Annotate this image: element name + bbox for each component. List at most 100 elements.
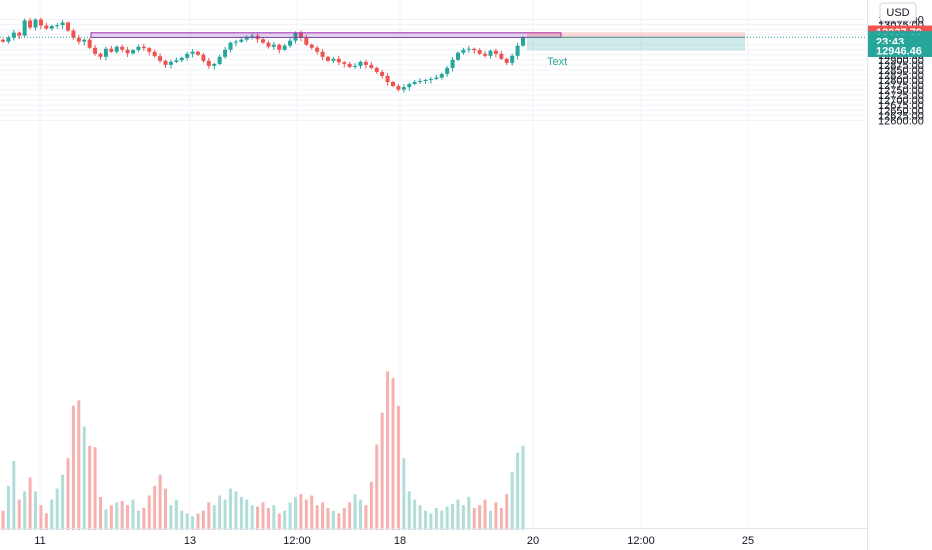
- volume-bar: [315, 505, 319, 530]
- candle-body: [456, 52, 460, 60]
- candle-body: [380, 71, 385, 76]
- volume-bar: [310, 495, 314, 530]
- volume-bar: [521, 445, 525, 530]
- candle-body: [125, 49, 130, 54]
- volume-bar: [99, 496, 102, 530]
- grid: [0, 0, 868, 528]
- take-profit-zone: [527, 37, 745, 51]
- volume-bar: [516, 452, 520, 530]
- y-tick-label: 12800.00: [878, 75, 924, 87]
- stop-loss-zone: [527, 32, 745, 38]
- volume-bar: [331, 510, 335, 530]
- x-tick-label: 11: [34, 535, 45, 547]
- y-tick-label: 12700.00: [878, 95, 924, 107]
- x-tick-label: 12:00: [627, 535, 655, 547]
- candle-body: [233, 41, 238, 43]
- volume-bar: [445, 506, 449, 530]
- volume-bar: [283, 510, 287, 530]
- volume-bar: [348, 502, 352, 530]
- candle-body: [87, 39, 92, 48]
- volume-bar: [23, 491, 27, 530]
- candle-body: [277, 44, 282, 50]
- candle-body: [326, 56, 330, 61]
- volume-bar: [17, 499, 21, 530]
- candle-body: [103, 48, 108, 57]
- candle-body: [239, 39, 244, 42]
- volume-bar: [61, 474, 65, 530]
- volume-bar: [478, 505, 482, 530]
- currency-button-box[interactable]: [879, 2, 917, 22]
- volume-bar: [71, 405, 75, 530]
- volume-bar: [55, 488, 59, 530]
- x-axis-ticks: 11 13 12:00 18 20 12:00 25: [34, 535, 754, 547]
- candle-body: [391, 82, 395, 87]
- chart-annotation-text[interactable]: Text: [547, 56, 567, 68]
- candle-body: [445, 67, 450, 74]
- volume-bar: [434, 507, 438, 530]
- volume-bar: [418, 505, 422, 530]
- volume-bar: [499, 507, 503, 530]
- volume-bar: [109, 505, 113, 530]
- volume-bar: [429, 513, 433, 530]
- volume-bar: [207, 502, 211, 530]
- volume-bar: [120, 501, 124, 530]
- x-tick-label: 12:00: [283, 535, 311, 547]
- y-tick-label: 12750.00: [878, 85, 924, 97]
- candle-body: [6, 37, 11, 42]
- candle-body: [353, 65, 358, 67]
- candle-body: [298, 32, 303, 38]
- volume-bar: [396, 405, 400, 530]
- candle-body: [244, 36, 249, 40]
- volume-bar: [299, 494, 303, 530]
- candle-body: [439, 73, 444, 78]
- candle-body: [152, 51, 157, 57]
- volume-bar: [147, 495, 151, 530]
- candle-body: [49, 25, 54, 29]
- price-tag-box: [868, 43, 932, 57]
- candle-body: [98, 53, 103, 57]
- y-tick-label: 12675.00: [878, 100, 924, 112]
- candle-body: [521, 37, 525, 46]
- candle-body: [55, 25, 60, 27]
- volume-bar: [153, 485, 157, 530]
- candles: [1, 17, 525, 93]
- candle-body: [418, 81, 423, 83]
- candle-body: [38, 19, 43, 26]
- candle-body: [223, 49, 228, 57]
- currency-button[interactable]: USD: [879, 2, 917, 22]
- candle-body: [293, 32, 298, 41]
- candle-body: [282, 45, 287, 50]
- volume-bar: [126, 505, 130, 530]
- y-tick-label: 12725.00: [878, 90, 924, 102]
- candle-body: [120, 46, 125, 50]
- volume-bar: [375, 444, 379, 530]
- volume-bar: [77, 400, 81, 530]
- volume-bar: [82, 426, 86, 530]
- volume-bar: [380, 412, 384, 530]
- candle-body: [17, 32, 22, 36]
- volume-bar: [413, 499, 417, 530]
- volume-bar: [229, 488, 232, 530]
- volume-bar: [364, 505, 368, 530]
- candle-body: [488, 50, 493, 56]
- candle-body: [396, 86, 401, 90]
- volume-bar: [353, 494, 357, 530]
- volume-bar: [250, 505, 254, 530]
- volume-bars: [1, 371, 525, 530]
- volume-bar: [402, 458, 406, 530]
- candle-body: [434, 77, 439, 80]
- candle-body: [315, 47, 320, 52]
- candle-body: [44, 25, 49, 29]
- candle-body: [342, 62, 347, 64]
- candle-body: [428, 79, 433, 81]
- candle-body: [33, 19, 38, 28]
- volume-bar: [88, 445, 92, 530]
- volume-bar: [93, 447, 97, 530]
- candle-body: [510, 55, 515, 63]
- volume-bar: [326, 507, 330, 530]
- volume-bar: [494, 502, 498, 530]
- volume-bar: [174, 499, 178, 530]
- volume-bar: [256, 506, 260, 530]
